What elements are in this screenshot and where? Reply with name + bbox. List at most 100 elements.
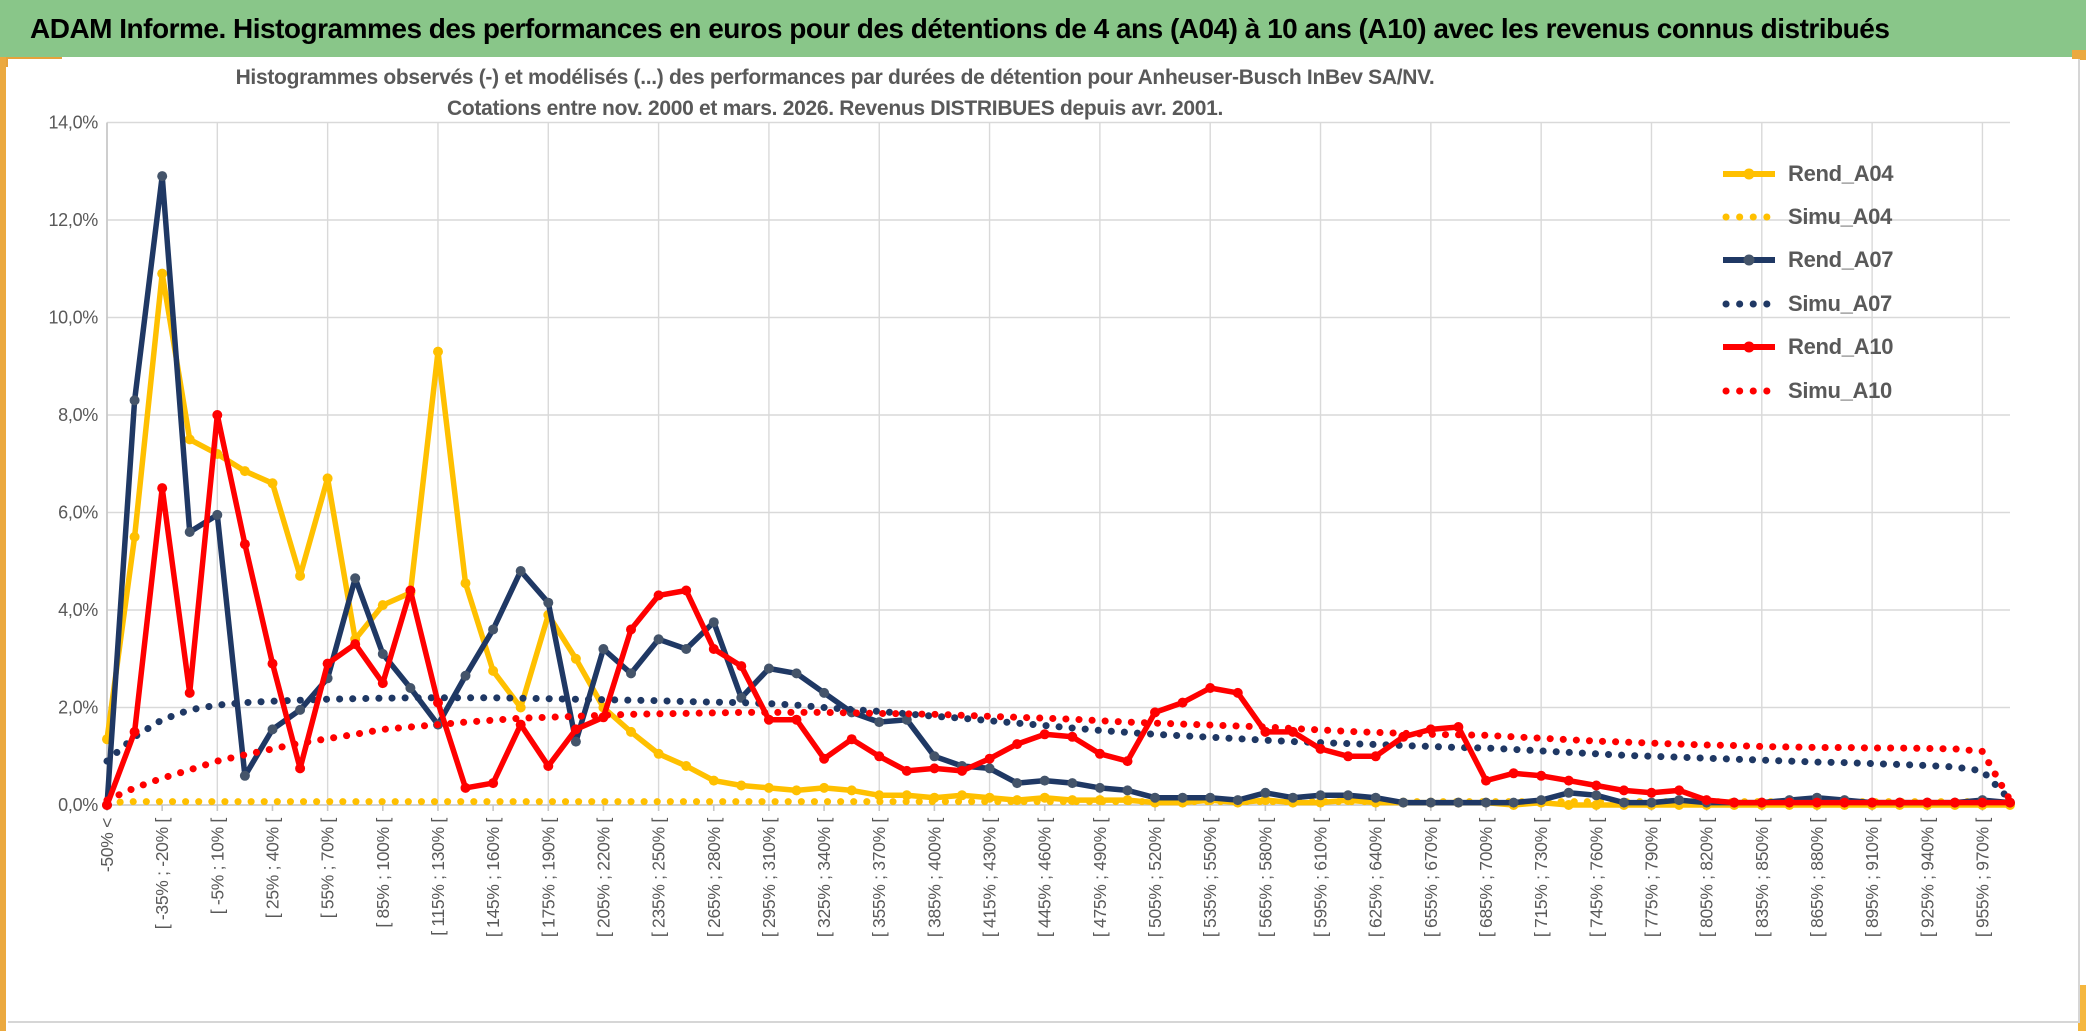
data-point-marker [1949,797,1960,808]
legend-item-simu-a10[interactable]: Simu_A10 [1720,369,1893,412]
x-tick-label: [ 655% ; 670% [ [1421,818,1441,937]
data-point-marker [819,687,830,698]
data-point-marker [1343,751,1354,762]
data-point-marker [184,687,195,698]
data-point-marker [184,527,195,537]
data-point-marker [129,531,140,542]
x-tick-label: [ 745% ; 760% [ [1586,818,1606,937]
data-point-marker [239,466,250,477]
legend-label-simu-a04: Simu_A04 [1788,204,1892,230]
series-rend_a10[interactable] [102,410,2015,810]
data-point-marker [157,268,168,279]
x-tick-label: [ 205% ; 220% [ [593,818,613,937]
data-point-marker [1563,787,1574,798]
y-tick-label: 0,0% [58,795,98,815]
data-point-marker [1894,797,1905,808]
data-point-marker [708,617,719,628]
data-point-marker [1563,775,1574,786]
data-point-marker [1039,775,1050,786]
legend-item-rend-a10[interactable]: Rend_A10 [1720,326,1894,369]
x-tick-label: [ 325% ; 340% [ [814,818,834,937]
x-tick-label: [ 85% ; 100% [ [373,818,393,928]
x-tick-label: [ 235% ; 250% [ [649,818,669,937]
data-point-marker [1453,797,1464,808]
data-point-marker [1039,729,1050,740]
data-point-marker [1508,797,1519,808]
data-point-marker [984,753,995,764]
series-simu_a07[interactable] [103,694,2014,804]
data-point-marker [515,702,526,713]
data-point-marker [1177,697,1188,708]
data-point-marker [1591,790,1602,801]
data-point-marker [598,644,609,654]
x-tick-label: [ 175% ; 190% [ [538,818,558,937]
y-tick-label: 14,0% [48,113,98,133]
data-point-marker [874,717,885,728]
x-tick-label: [ 715% ; 730% [ [1531,818,1551,937]
data-point-marker [791,785,802,796]
data-point-marker [1784,797,1795,808]
data-point-marker [377,648,388,659]
x-tick-label: [ 805% ; 820% [ [1697,818,1717,937]
legend-item-simu-a07[interactable]: Simu_A07 [1720,282,1893,325]
data-point-marker [239,770,250,781]
data-point-marker [1370,792,1381,803]
chart-title-line1: Histogrammes observés (-) et modélisés (… [235,66,1435,89]
gold-accent-bottom-right [2078,985,2086,1031]
data-point-marker [681,585,692,596]
gridlines [106,121,2010,805]
chart-title-line2: Cotations entre nov. 2000 et mars. 2026.… [447,97,1223,120]
data-point-marker [295,704,306,715]
x-tick-label: [ 385% ; 400% [ [924,818,944,937]
data-point-marker [1315,743,1326,754]
data-point-marker [1701,795,1712,806]
data-point-marker [570,736,581,747]
legend-marker [1743,254,1755,266]
data-point-marker [1756,797,1767,808]
data-point-marker [1205,792,1216,803]
data-point-marker [405,683,416,693]
data-point-marker [515,566,526,576]
legend-label-rend-a04: Rend_A04 [1788,160,1894,186]
data-point-marker [1177,792,1188,803]
y-tick-label: 2,0% [58,698,98,718]
data-point-marker [819,753,830,764]
data-point-marker [791,668,802,679]
data-point-marker [1481,797,1491,808]
data-point-marker [1922,797,1933,808]
data-point-marker [653,634,664,645]
header-title: ADAM Informe. Histogrammes des performan… [30,12,1890,44]
data-point-marker [736,661,747,672]
legend-swatch-simu-a10-icon [1720,378,1779,404]
x-tick-label: [ 115% ; 130% [ [428,818,448,936]
data-point-marker [1536,795,1547,806]
legend-item-rend-a04[interactable]: Rend_A04 [1720,152,1894,195]
data-point-marker [653,590,664,601]
data-point-marker [405,585,416,596]
x-tick-label: [ 895% ; 910% [ [1862,818,1882,937]
data-point-marker [653,748,664,759]
legend-item-rend-a07[interactable]: Rend_A07 [1720,239,1894,282]
x-tick-label: [ 145% ; 160% [ [483,818,503,937]
data-point-marker [460,782,471,793]
gold-accent-left-border [0,57,6,1031]
data-point-marker [1370,751,1381,762]
data-point-marker [267,724,278,735]
y-tick-label: 10,0% [48,308,98,328]
series-simu_a10[interactable] [103,708,2014,804]
legend-swatch-rend-a10-icon [1720,334,1778,360]
data-point-marker [1067,778,1078,789]
x-tick-label: [ 835% ; 850% [ [1752,818,1772,937]
x-tick-label: -50% < [97,818,117,872]
data-point-marker [626,624,636,635]
data-point-marker [874,751,885,762]
data-point-marker [1232,795,1243,806]
data-point-marker [791,714,802,725]
data-point-marker [295,570,306,581]
data-point-marker [1453,722,1464,732]
x-tick-label: [ 295% ; 310% [ [759,818,779,937]
legend-item-simu-a04[interactable]: Simu_A04 [1720,195,1893,238]
data-point-marker [488,624,499,635]
data-point-marker [957,765,967,776]
data-point-marker [1398,797,1409,808]
